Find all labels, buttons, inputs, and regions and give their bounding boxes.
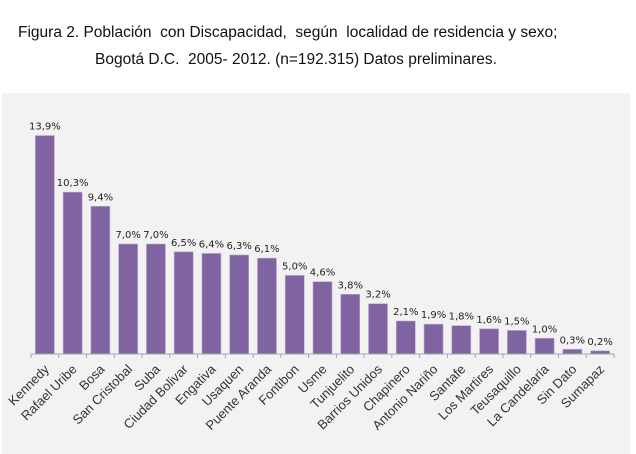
data-label: 6,1% <box>254 244 279 255</box>
data-label: 6,4% <box>199 239 224 250</box>
bar-8 <box>257 257 277 355</box>
bar-6 <box>201 253 222 355</box>
data-label: 0,2% <box>587 337 612 348</box>
data-label: 6,3% <box>227 241 252 252</box>
data-label: 1,6% <box>476 315 501 326</box>
data-label: 6,5% <box>171 238 196 249</box>
bar-10 <box>312 281 333 355</box>
bar-12 <box>368 303 388 355</box>
bar-15 <box>451 325 472 355</box>
data-label: 7,0% <box>115 230 140 241</box>
data-label: 3,2% <box>365 290 390 301</box>
bar-3 <box>118 243 138 355</box>
chart-title-line2: Bogotá D.C. 2005- 2012. (n=192.315) Dato… <box>95 51 497 68</box>
bar-17 <box>507 330 527 355</box>
bar-2 <box>90 205 111 355</box>
data-label: 1,0% <box>532 324 557 335</box>
data-label: 2,1% <box>393 307 418 318</box>
data-label: 4,6% <box>310 268 335 279</box>
bar-19 <box>562 348 583 355</box>
bar-13 <box>395 320 416 355</box>
bar-11 <box>340 293 361 355</box>
data-label: 1,5% <box>504 316 529 327</box>
bar-9 <box>284 275 305 355</box>
bar-16 <box>479 328 499 355</box>
bar-18 <box>534 337 555 355</box>
data-label: 1,8% <box>449 312 474 323</box>
data-label: 5,0% <box>282 261 307 272</box>
data-label: 10,3% <box>57 178 89 189</box>
bar-14 <box>423 323 444 355</box>
bar-1 <box>62 191 83 355</box>
bar-4 <box>146 243 166 355</box>
bar-0 <box>35 135 55 355</box>
data-label: 7,0% <box>143 230 168 241</box>
bar-7 <box>229 254 250 355</box>
bar-5 <box>173 251 194 355</box>
data-label: 3,8% <box>338 280 363 291</box>
data-label: 1,9% <box>421 310 446 321</box>
data-label: 13,9% <box>29 122 61 133</box>
data-label: 9,4% <box>88 192 113 203</box>
chart-title-line1: Figura 2. Población con Discapacidad, se… <box>18 24 558 41</box>
data-label: 0,3% <box>560 335 585 346</box>
